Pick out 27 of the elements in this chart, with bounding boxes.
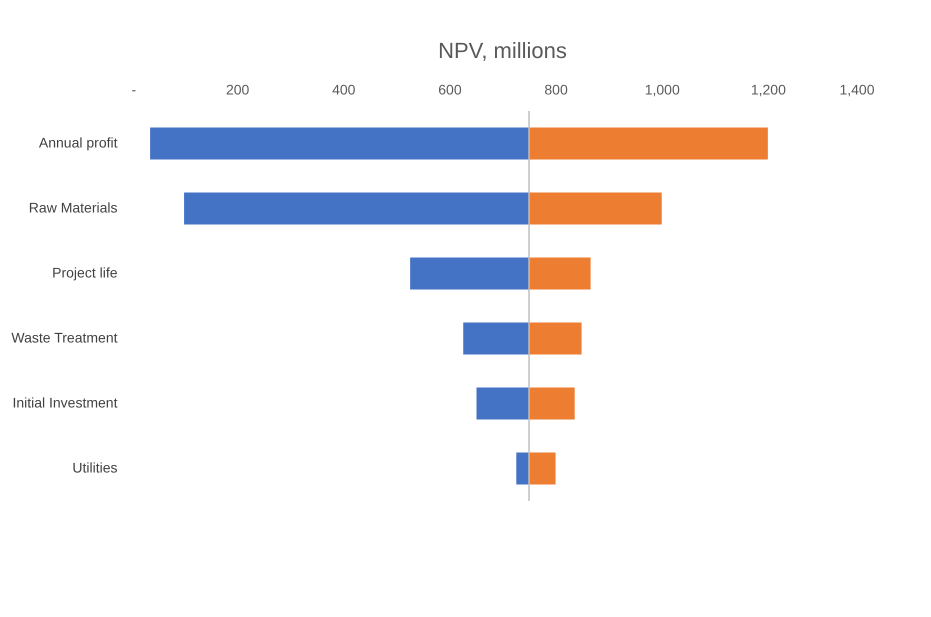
y-tick-label: Utilities — [72, 460, 118, 476]
bar — [516, 452, 530, 484]
chart-title: NPV, millions — [438, 38, 567, 63]
bar — [410, 258, 530, 290]
bar — [184, 192, 530, 224]
y-tick-label: Annual profit — [38, 134, 118, 150]
x-tick-label: 400 — [332, 82, 356, 98]
bar — [463, 322, 530, 354]
bar — [529, 322, 582, 354]
x-tick-label: 1,000 — [644, 82, 680, 98]
y-tick-label: Project life — [52, 264, 118, 280]
bar — [150, 128, 530, 160]
x-tick-label: - — [132, 82, 136, 98]
x-tick-label: 1,200 — [750, 82, 786, 98]
x-tick-label: 600 — [438, 82, 462, 98]
y-tick-label: Raw Materials — [28, 200, 118, 216]
x-tick-label: 1,400 — [839, 82, 875, 98]
x-tick-label: 800 — [544, 82, 568, 98]
y-tick-label: Initial Investment — [12, 394, 118, 410]
bar — [529, 388, 575, 420]
y-tick-label: Waste Treatment — [11, 330, 118, 346]
bar — [529, 192, 662, 224]
bar — [476, 388, 530, 420]
bar — [529, 258, 591, 290]
bar — [529, 128, 768, 160]
bar — [529, 452, 556, 484]
x-tick-label: 200 — [226, 82, 250, 98]
